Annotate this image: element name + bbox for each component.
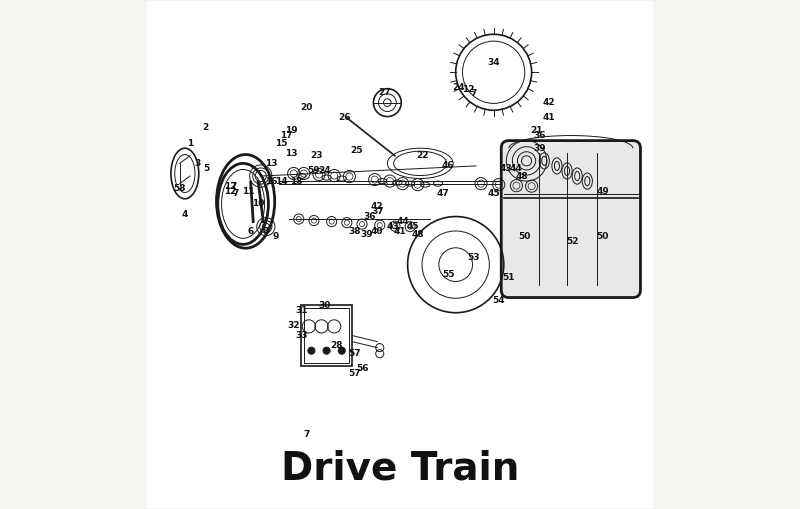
Text: 9: 9 — [273, 232, 279, 241]
Text: 57: 57 — [348, 369, 361, 378]
Text: 7: 7 — [232, 189, 238, 198]
Text: 41: 41 — [394, 227, 406, 236]
Text: 11: 11 — [242, 187, 254, 196]
Text: 34: 34 — [487, 58, 500, 67]
Text: 38: 38 — [348, 227, 361, 236]
Circle shape — [323, 347, 330, 354]
Text: 51: 51 — [502, 273, 515, 282]
Text: 6: 6 — [247, 227, 254, 236]
Text: 3: 3 — [194, 159, 201, 168]
Text: 30: 30 — [318, 301, 330, 309]
Text: 27: 27 — [378, 88, 391, 97]
Text: 21: 21 — [530, 126, 543, 135]
Text: 50: 50 — [518, 232, 530, 241]
Text: 48: 48 — [515, 172, 528, 181]
Circle shape — [338, 347, 346, 354]
Text: 7: 7 — [470, 89, 477, 98]
Text: 1: 1 — [186, 138, 193, 148]
Text: 46: 46 — [442, 161, 454, 171]
Text: 59: 59 — [308, 166, 320, 176]
Text: 45: 45 — [406, 222, 419, 231]
Bar — [304, 307, 350, 363]
Text: 55: 55 — [442, 270, 454, 279]
Text: 14: 14 — [274, 177, 287, 186]
Text: 32: 32 — [287, 321, 300, 330]
Text: 7: 7 — [230, 182, 237, 191]
Text: 26: 26 — [338, 114, 350, 122]
Text: 25: 25 — [350, 146, 363, 155]
FancyBboxPatch shape — [502, 140, 641, 298]
Text: 10: 10 — [252, 200, 265, 208]
Text: 12: 12 — [224, 187, 237, 196]
Text: 49: 49 — [596, 187, 609, 196]
Text: 12: 12 — [462, 86, 474, 95]
Text: 20: 20 — [300, 103, 313, 112]
Text: 13: 13 — [265, 159, 277, 168]
Text: 58: 58 — [174, 184, 186, 193]
Text: Drive Train: Drive Train — [281, 449, 519, 487]
Text: 50: 50 — [596, 232, 609, 241]
Text: 45: 45 — [487, 189, 500, 198]
Text: 44: 44 — [510, 164, 523, 173]
Text: 13: 13 — [285, 149, 298, 158]
Text: 57: 57 — [348, 349, 361, 358]
Text: 36: 36 — [533, 131, 546, 140]
Text: 19: 19 — [285, 126, 298, 135]
Text: 48: 48 — [411, 230, 424, 239]
Text: 24: 24 — [452, 83, 465, 92]
Text: 15: 15 — [274, 138, 287, 148]
Text: 44: 44 — [396, 217, 409, 226]
Text: 12: 12 — [224, 182, 237, 191]
Text: 31: 31 — [295, 306, 307, 315]
Text: 18: 18 — [290, 177, 302, 186]
Text: 4: 4 — [182, 210, 188, 218]
Text: 16: 16 — [265, 177, 277, 186]
Text: 37: 37 — [371, 207, 383, 216]
Text: 28: 28 — [330, 341, 343, 350]
Text: 36: 36 — [363, 212, 376, 221]
Text: 23: 23 — [310, 151, 322, 160]
Text: 53: 53 — [467, 252, 480, 262]
Text: 22: 22 — [417, 151, 429, 160]
Text: 17: 17 — [280, 131, 293, 140]
Text: 52: 52 — [566, 237, 578, 246]
Text: 40: 40 — [371, 227, 383, 236]
Text: 39: 39 — [361, 230, 374, 239]
Text: 24: 24 — [318, 166, 330, 176]
Text: 39: 39 — [533, 144, 546, 153]
Text: 33: 33 — [295, 331, 307, 340]
Text: 42: 42 — [543, 98, 556, 107]
Text: 5: 5 — [203, 164, 210, 173]
Text: 42: 42 — [371, 202, 383, 211]
Text: 41: 41 — [543, 114, 556, 122]
Text: 8: 8 — [262, 227, 269, 236]
Bar — [302, 305, 352, 366]
Text: 43: 43 — [386, 222, 398, 231]
Text: 2: 2 — [202, 124, 208, 132]
Text: 43: 43 — [500, 164, 513, 173]
Text: 7: 7 — [303, 430, 310, 439]
Text: 47: 47 — [437, 189, 450, 198]
Text: 54: 54 — [493, 296, 505, 304]
Circle shape — [308, 347, 315, 354]
Text: 56: 56 — [356, 364, 368, 373]
